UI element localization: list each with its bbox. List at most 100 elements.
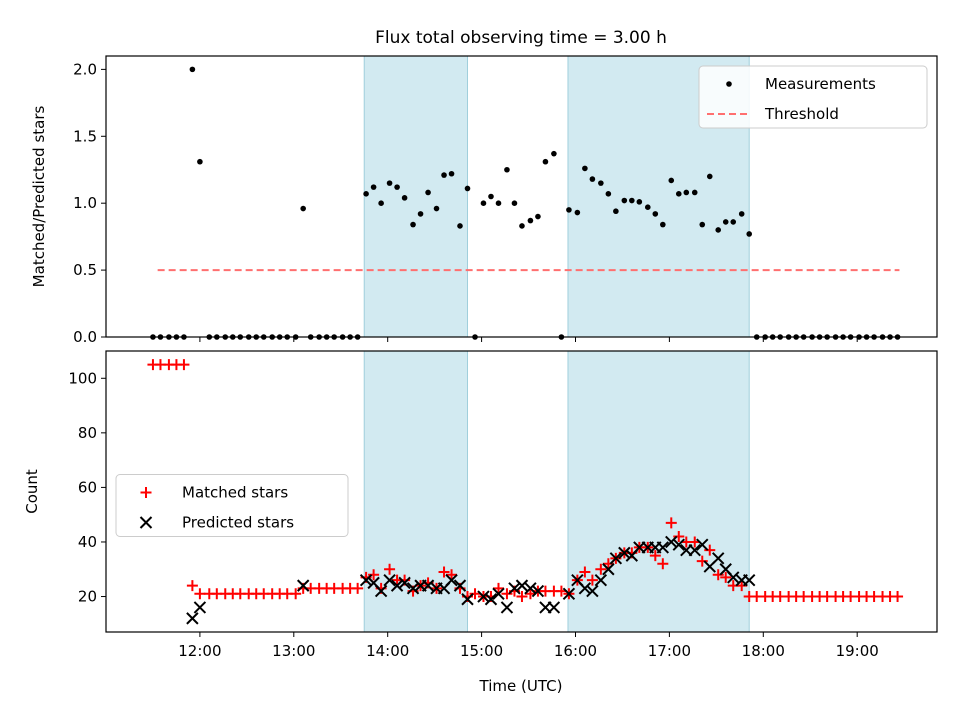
data-point: [368, 569, 380, 581]
data-point: [464, 185, 471, 192]
y-tick-label: 1.0: [73, 194, 97, 212]
data-point: [504, 166, 510, 173]
y-tick-label: 1.5: [73, 127, 97, 145]
data-point: [665, 535, 678, 549]
data-point: [542, 158, 549, 165]
data-point: [410, 221, 416, 228]
top-panel: 0.0 0.5 1.0 1.5 2.0 Matched/Predicted stars Me…: [30, 55, 938, 346]
data-point: [672, 538, 685, 551]
data-point: [501, 588, 513, 600]
data-point: [730, 219, 737, 225]
data-point: [488, 193, 494, 200]
data-point: [621, 197, 628, 204]
y-tick-label: 100: [68, 369, 97, 387]
data-point: [712, 552, 725, 565]
data-point: [477, 590, 490, 603]
x-tick-label: 14:00: [366, 642, 409, 660]
data-point: [425, 189, 431, 196]
data-point: [519, 223, 525, 229]
shaded-interval: [567, 350, 750, 633]
data-point: [649, 550, 661, 562]
data-point: [461, 593, 474, 606]
data-point: [527, 217, 534, 224]
data-point: [613, 208, 619, 215]
legend-label: Threshold: [764, 105, 839, 123]
x-axis-label: Time (UTC): [479, 677, 563, 695]
legend-label: Matched stars: [182, 484, 288, 502]
data-point: [586, 574, 598, 586]
data-point: [370, 184, 377, 190]
data-point: [594, 573, 608, 587]
data-point: [644, 204, 651, 211]
data-point: [618, 546, 631, 560]
x-tick-label: 18:00: [742, 642, 785, 660]
data-point: [652, 211, 659, 217]
plot-frame: [105, 55, 938, 338]
data-point: [727, 571, 740, 584]
data-point: [457, 223, 463, 229]
data-point: [178, 359, 190, 371]
chart-title: Flux total observing time = 3.00 h: [375, 28, 667, 48]
legend-label: Predicted stars: [182, 514, 294, 532]
data-point: [421, 579, 435, 592]
data-point: [524, 582, 537, 595]
data-point: [186, 612, 199, 625]
data-point: [492, 587, 505, 601]
data-point: [609, 552, 623, 565]
data-point: [453, 579, 467, 592]
data-point: [515, 579, 529, 592]
data-point: [300, 205, 306, 212]
data-point: [448, 170, 455, 177]
data-point: [722, 219, 729, 225]
data-point: [296, 579, 310, 592]
data-point: [492, 582, 504, 594]
data-point: [189, 66, 196, 73]
data-point: [516, 591, 528, 603]
series-predicted-stars: [186, 535, 756, 625]
data-point: [574, 209, 581, 216]
data-point: [738, 211, 745, 217]
data-point: [197, 158, 203, 165]
data-point: [495, 200, 502, 206]
data-point: [484, 593, 498, 606]
data-point: [359, 573, 373, 587]
x-tick-label: 12:00: [178, 642, 221, 660]
data-point: [186, 580, 198, 592]
data-point: [500, 601, 514, 614]
data-point: [290, 588, 302, 600]
data-point: [401, 195, 408, 201]
y-tick-label: 0.5: [73, 261, 97, 279]
y-tick-label: 0.0: [73, 328, 97, 346]
data-point: [892, 591, 904, 603]
data-point: [511, 200, 518, 206]
data-point: [589, 176, 596, 182]
data-point: [602, 558, 614, 570]
data-point: [602, 563, 615, 576]
data-point: [390, 579, 404, 592]
data-point: [363, 191, 369, 197]
data-point: [673, 531, 685, 543]
data-point: [535, 213, 541, 220]
bottom-panel: 12:00 13:00 14:00 15:00 16:00 17:00 18:00 19:00…: [23, 350, 938, 660]
data-point: [696, 538, 709, 551]
data-point: [704, 544, 716, 556]
data-point: [386, 180, 393, 186]
data-point: [578, 582, 592, 595]
data-point: [352, 582, 364, 594]
data-point: [706, 173, 713, 180]
data-point: [383, 573, 396, 587]
legend: Measurements Threshold: [698, 65, 928, 129]
data-point: [547, 601, 561, 614]
x-tick-label: 19:00: [836, 642, 879, 660]
legend-box: [698, 65, 928, 129]
data-point: [445, 573, 458, 587]
data-point: [683, 189, 690, 196]
y-tick-label: 40: [78, 533, 97, 551]
data-point: [566, 207, 572, 213]
data-point: [406, 582, 420, 595]
data-point: [660, 221, 666, 228]
y-tick-label: 2.0: [73, 60, 97, 78]
data-point: [438, 566, 450, 578]
data-point: [636, 199, 643, 205]
